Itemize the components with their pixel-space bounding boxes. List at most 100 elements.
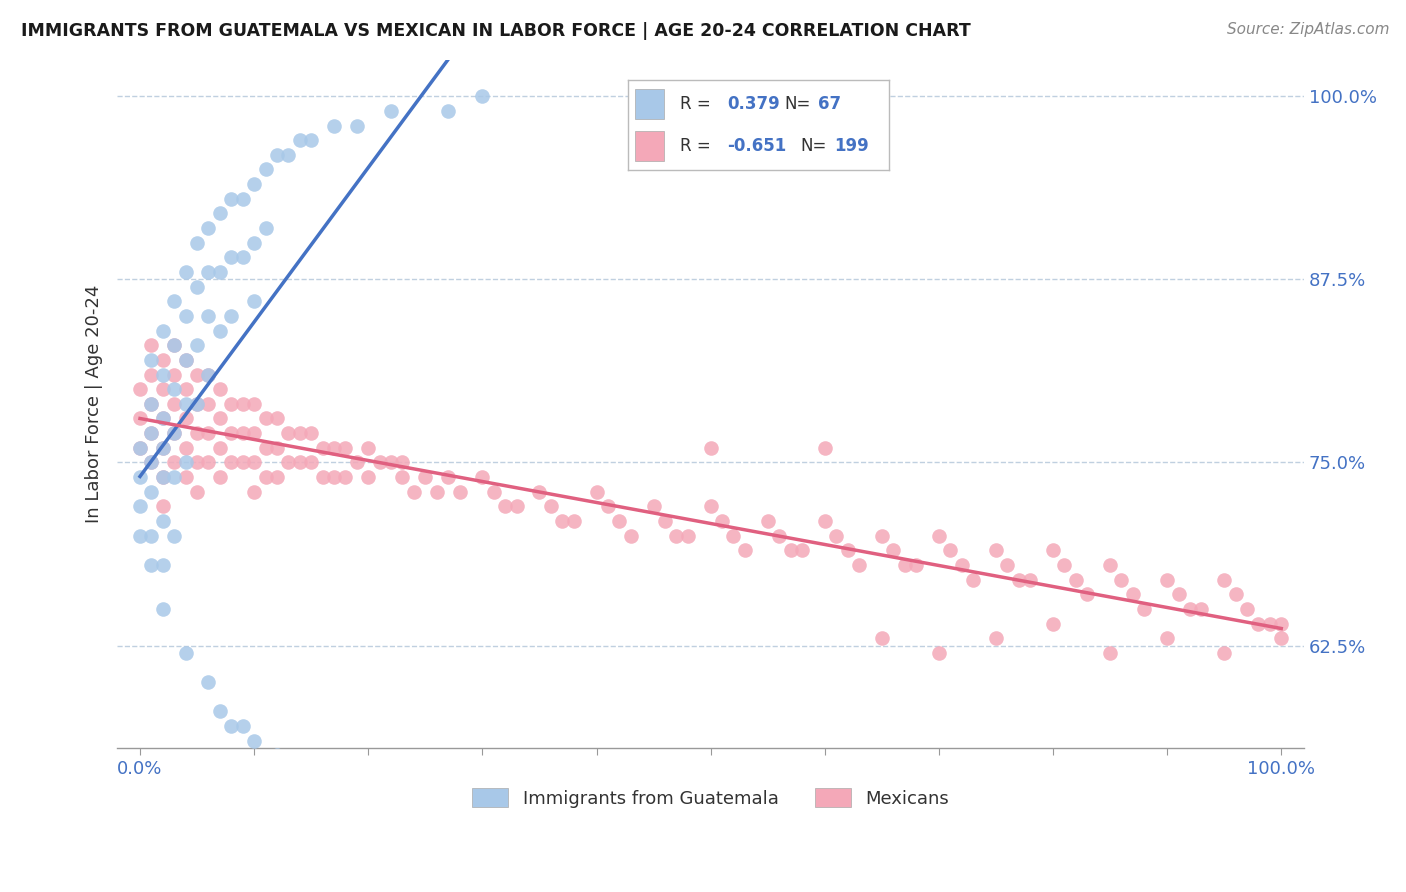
Point <box>984 631 1007 645</box>
Point <box>254 221 277 235</box>
Point <box>174 455 197 469</box>
Point <box>221 719 243 733</box>
Point <box>380 103 402 118</box>
Point <box>174 646 197 660</box>
Point <box>870 631 893 645</box>
Point <box>449 484 471 499</box>
Point <box>346 119 368 133</box>
Point <box>1099 558 1122 572</box>
Point <box>163 338 186 352</box>
Point <box>152 382 174 396</box>
Point <box>699 500 721 514</box>
Point <box>221 426 243 441</box>
Point <box>163 455 186 469</box>
Point <box>471 470 494 484</box>
Point <box>299 455 322 469</box>
Point <box>288 455 311 469</box>
Point <box>825 528 848 542</box>
Point <box>174 441 197 455</box>
Point <box>152 411 174 425</box>
Point <box>288 133 311 147</box>
Point <box>699 441 721 455</box>
Point <box>723 528 745 542</box>
Point <box>1213 573 1236 587</box>
Point <box>208 265 231 279</box>
Point <box>277 455 299 469</box>
Point <box>254 411 277 425</box>
Point <box>505 500 527 514</box>
Point <box>768 528 790 542</box>
Point <box>1064 573 1087 587</box>
Point <box>243 397 266 411</box>
Point <box>152 470 174 484</box>
Point <box>266 441 288 455</box>
Point <box>197 426 219 441</box>
Point <box>243 733 266 747</box>
Point <box>163 528 186 542</box>
Point <box>163 426 186 441</box>
Point <box>437 103 460 118</box>
Point <box>232 251 254 265</box>
Point <box>790 543 813 558</box>
Point <box>779 543 801 558</box>
Point <box>243 294 266 309</box>
Point <box>197 368 219 382</box>
Point <box>186 279 208 293</box>
Point <box>243 455 266 469</box>
Point <box>734 543 756 558</box>
Point <box>1122 587 1144 601</box>
Point <box>152 352 174 367</box>
Point <box>208 206 231 220</box>
Point <box>152 602 174 616</box>
Point <box>882 543 904 558</box>
Point <box>711 514 734 528</box>
Point <box>311 441 333 455</box>
Point <box>837 543 859 558</box>
Point <box>186 426 208 441</box>
Point <box>174 470 197 484</box>
Point <box>141 338 163 352</box>
Point <box>357 441 380 455</box>
Y-axis label: In Labor Force | Age 20-24: In Labor Force | Age 20-24 <box>86 285 103 523</box>
Point <box>905 558 928 572</box>
Point <box>596 500 619 514</box>
Point <box>141 426 163 441</box>
Point <box>380 455 402 469</box>
Point <box>1247 616 1270 631</box>
Point <box>814 514 837 528</box>
Point <box>870 528 893 542</box>
Point <box>141 484 163 499</box>
Point <box>186 455 208 469</box>
Point <box>551 514 574 528</box>
Point <box>254 470 277 484</box>
Point <box>402 484 425 499</box>
Point <box>232 455 254 469</box>
Point <box>299 133 322 147</box>
Point <box>1053 558 1076 572</box>
Point <box>163 426 186 441</box>
Point <box>266 748 288 763</box>
Point <box>1099 646 1122 660</box>
Point <box>814 441 837 455</box>
Point <box>152 411 174 425</box>
Point <box>174 397 197 411</box>
Point <box>266 470 288 484</box>
Point <box>995 558 1018 572</box>
Point <box>494 500 516 514</box>
Point <box>208 705 231 719</box>
Point <box>174 352 197 367</box>
Point <box>208 441 231 455</box>
Point <box>335 441 357 455</box>
Point <box>141 426 163 441</box>
Point <box>129 500 152 514</box>
Point <box>221 397 243 411</box>
Point <box>323 119 346 133</box>
Point <box>186 368 208 382</box>
Text: Source: ZipAtlas.com: Source: ZipAtlas.com <box>1226 22 1389 37</box>
Legend: Immigrants from Guatemala, Mexicans: Immigrants from Guatemala, Mexicans <box>465 780 956 814</box>
Point <box>266 148 288 162</box>
Point <box>208 324 231 338</box>
Point <box>186 235 208 250</box>
Point <box>299 426 322 441</box>
Point <box>141 455 163 469</box>
